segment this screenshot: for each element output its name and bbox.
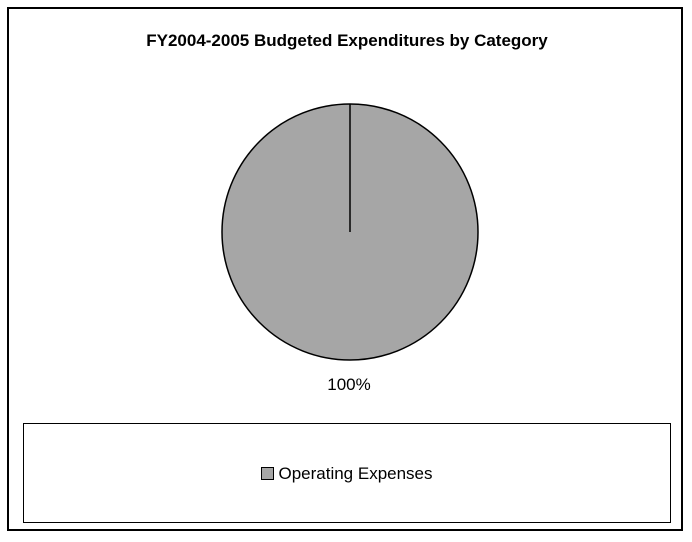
chart-frame: FY2004-2005 Budgeted Expenditures by Cat…	[7, 7, 683, 531]
chart-title: FY2004-2005 Budgeted Expenditures by Cat…	[146, 31, 548, 50]
legend-item-operating-expenses: Operating Expenses	[24, 464, 670, 484]
chart-legend: Operating Expenses	[23, 423, 671, 523]
pie-chart	[221, 103, 479, 361]
legend-swatch	[261, 466, 275, 480]
slice-data-label: 100%	[327, 375, 371, 394]
legend-label: Operating Expenses	[278, 464, 433, 483]
